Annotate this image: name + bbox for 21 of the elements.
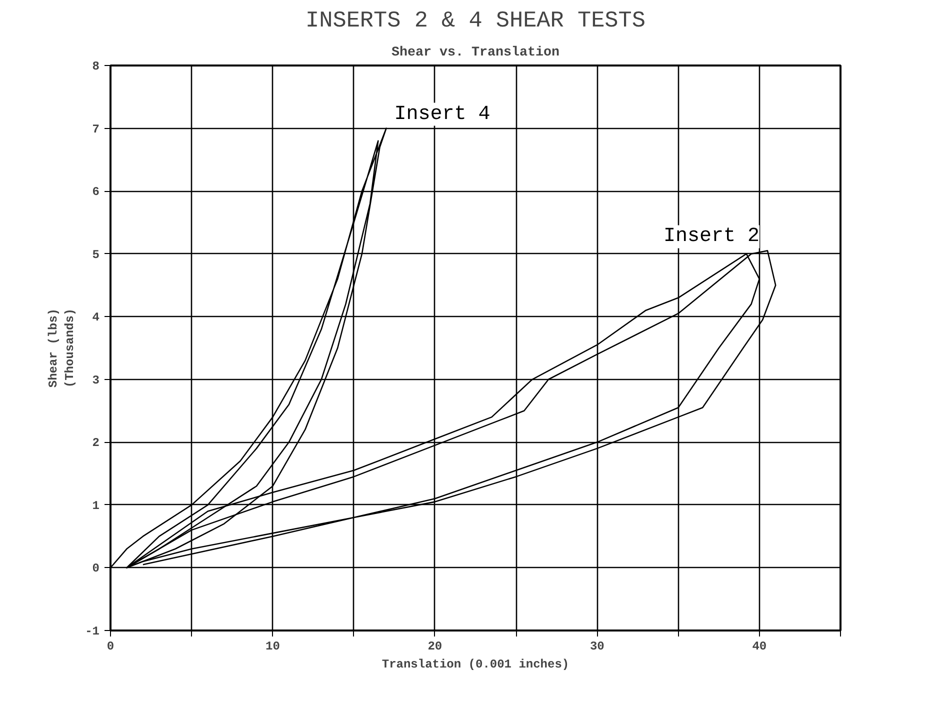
y-tick-label: 4 bbox=[92, 310, 100, 325]
chart-subtitle: Shear vs. Translation bbox=[392, 46, 560, 60]
chart-title: INSERTS 2 & 4 SHEAR TESTS bbox=[306, 8, 646, 34]
y-tick-label: -1 bbox=[85, 624, 100, 638]
series-label: Insert 4 bbox=[394, 102, 490, 126]
y-tick-label: 6 bbox=[92, 185, 100, 200]
x-tick-label: 0 bbox=[106, 640, 114, 654]
y-tick-label: 2 bbox=[92, 436, 100, 450]
y-tick-label: 0 bbox=[92, 562, 100, 576]
x-tick-label: 30 bbox=[590, 640, 604, 654]
x-tick-label: 10 bbox=[266, 640, 280, 654]
x-tick-label: 20 bbox=[428, 640, 442, 654]
y-tick-label: 7 bbox=[92, 122, 100, 136]
y-tick-label: 5 bbox=[92, 248, 100, 262]
y-tick-label: 3 bbox=[92, 373, 100, 388]
x-axis-title: Translation (0.001 inches) bbox=[382, 658, 570, 672]
y-tick-label: 1 bbox=[92, 498, 100, 513]
series-label: Insert 2 bbox=[663, 225, 760, 248]
y-tick-label: 8 bbox=[92, 60, 100, 74]
x-tick-label: 40 bbox=[752, 640, 767, 654]
y-axis-title: Shear (lbs) (Thousands) bbox=[46, 308, 78, 388]
